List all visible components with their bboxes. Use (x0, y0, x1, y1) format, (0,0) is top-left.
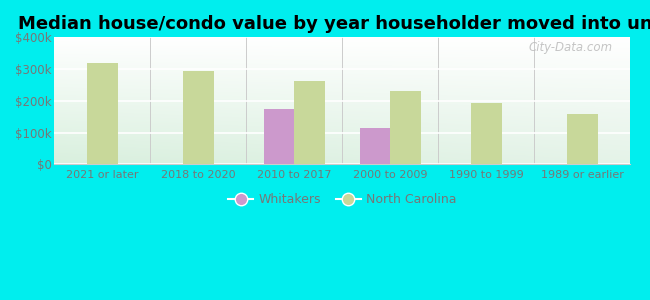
Bar (359, 128, 390, 164)
Bar (87, 63, 118, 164)
Legend: Whitakers, North Carolina: Whitakers, North Carolina (224, 188, 462, 211)
Bar (390, 91, 421, 164)
Bar (294, 81, 325, 164)
Text: City-Data.com: City-Data.com (529, 41, 613, 54)
Bar (183, 70, 214, 164)
Bar (471, 103, 502, 164)
Bar (567, 114, 597, 164)
Title: Median house/condo value by year householder moved into unit: Median house/condo value by year househo… (18, 15, 650, 33)
Bar (264, 109, 294, 164)
